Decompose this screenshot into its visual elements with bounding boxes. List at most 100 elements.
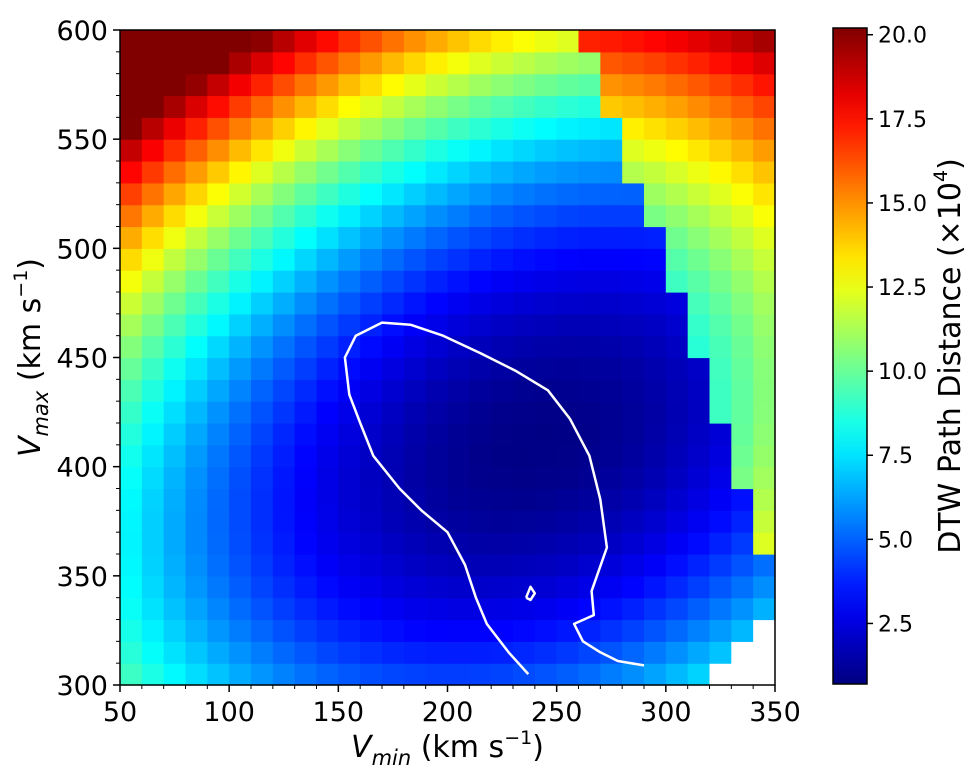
heatmap-cell: [120, 423, 143, 446]
heatmap-cell: [120, 357, 143, 380]
heatmap-cell: [687, 161, 711, 184]
heatmap-cell: [251, 117, 274, 140]
heatmap-cell: [644, 161, 667, 184]
heatmap-cell: [185, 466, 208, 490]
heatmap-cell: [513, 510, 536, 533]
heatmap-cell: [731, 619, 754, 642]
heatmap-cell: [360, 73, 383, 97]
heatmap-cell: [316, 226, 339, 249]
y-axis-title-unit: (km s: [13, 298, 48, 391]
heatmap-cell: [403, 401, 427, 424]
heatmap-cell: [382, 597, 405, 621]
heatmap-cell: [207, 313, 230, 337]
heatmap-cell: [513, 139, 536, 162]
heatmap-cell: [338, 95, 361, 118]
heatmap-cell: [556, 313, 580, 337]
heatmap-cell: [185, 226, 208, 249]
heatmap-cell: [403, 182, 427, 206]
heatmap-cell: [382, 357, 405, 380]
heatmap-cell: [556, 575, 580, 599]
heatmap-cell: [622, 292, 645, 315]
heatmap-cell: [534, 139, 558, 162]
heatmap-cell: [272, 510, 296, 533]
heatmap-cell: [338, 248, 361, 271]
heatmap-cell: [622, 532, 645, 555]
heatmap-cell: [491, 663, 514, 686]
heatmap-cell: [731, 335, 754, 359]
heatmap-cell: [316, 182, 339, 206]
heatmap-cell: [513, 182, 536, 206]
heatmap-cell: [665, 619, 689, 642]
heatmap-cell: [360, 357, 383, 380]
heatmap-cell: [534, 313, 558, 337]
heatmap-cell: [185, 161, 208, 184]
heatmap-cell: [687, 51, 711, 75]
heatmap-cell: [469, 204, 492, 228]
heatmap-cell: [469, 510, 492, 533]
heatmap-cell: [447, 488, 470, 511]
heatmap-cell: [534, 357, 558, 380]
heatmap-cell: [229, 663, 252, 686]
heatmap-cell: [753, 161, 776, 184]
heatmap-cell: [578, 161, 601, 184]
heatmap-cell: [120, 510, 143, 533]
y-tick-label: 550: [56, 125, 108, 156]
heatmap-cell: [229, 51, 252, 75]
heatmap-cell: [731, 357, 754, 380]
heatmap-cell: [382, 575, 405, 599]
heatmap-cell: [360, 139, 383, 162]
heatmap-cell: [644, 488, 667, 511]
heatmap-cell: [447, 423, 470, 446]
heatmap-cell: [578, 292, 601, 315]
heatmap-cell: [382, 401, 405, 424]
heatmap-cell: [185, 401, 208, 424]
heatmap-cell: [425, 466, 449, 490]
heatmap-cell: [469, 313, 492, 337]
heatmap-cell: [272, 182, 296, 206]
heatmap-cell: [556, 379, 580, 402]
heatmap-cell: [294, 248, 318, 271]
heatmap-cell: [294, 292, 318, 315]
heatmap-cell: [709, 30, 732, 53]
heatmap-cell: [207, 30, 230, 53]
heatmap-cell: [141, 575, 165, 599]
contour-main: [343, 321, 645, 675]
heatmap-cell: [120, 270, 143, 293]
heatmap-cell: [185, 335, 208, 359]
heatmap-cell: [644, 554, 667, 577]
heatmap-cell: [644, 532, 667, 555]
heatmap-cell: [251, 488, 274, 511]
heatmap-cell: [491, 510, 514, 533]
heatmap-cell: [382, 95, 405, 118]
heatmap-cell: [120, 292, 143, 315]
heatmap-cell: [687, 226, 711, 249]
colorbar-tick-label: 20.0: [878, 24, 927, 49]
heatmap-cell: [163, 619, 187, 642]
heatmap-cell: [403, 248, 427, 271]
heatmap-cell: [185, 270, 208, 293]
heatmap-cell: [360, 488, 383, 511]
heatmap-cell: [644, 313, 667, 337]
heatmap-cell: [687, 204, 711, 228]
heatmap-cell: [163, 95, 187, 118]
heatmap-cell: [687, 423, 711, 446]
heatmap-cell: [360, 270, 383, 293]
heatmap-cell: [185, 597, 208, 621]
heatmap-cell: [360, 292, 383, 315]
heatmap-cell: [731, 313, 754, 337]
heatmap-cell: [272, 532, 296, 555]
heatmap-cell: [163, 401, 187, 424]
heatmap-cell: [600, 139, 623, 162]
heatmap-cell: [163, 466, 187, 490]
heatmap-cell: [272, 335, 296, 359]
heatmap-cell: [316, 423, 339, 446]
x-tick-label: 200: [422, 697, 474, 728]
heatmap-cell: [185, 51, 208, 75]
heatmap-cell: [687, 270, 711, 293]
heatmap-cell: [513, 379, 536, 402]
heatmap-cell: [338, 313, 361, 337]
heatmap-cell: [403, 204, 427, 228]
heatmap-cell: [229, 73, 252, 97]
heatmap-cell: [403, 423, 427, 446]
heatmap-cell: [709, 619, 732, 642]
